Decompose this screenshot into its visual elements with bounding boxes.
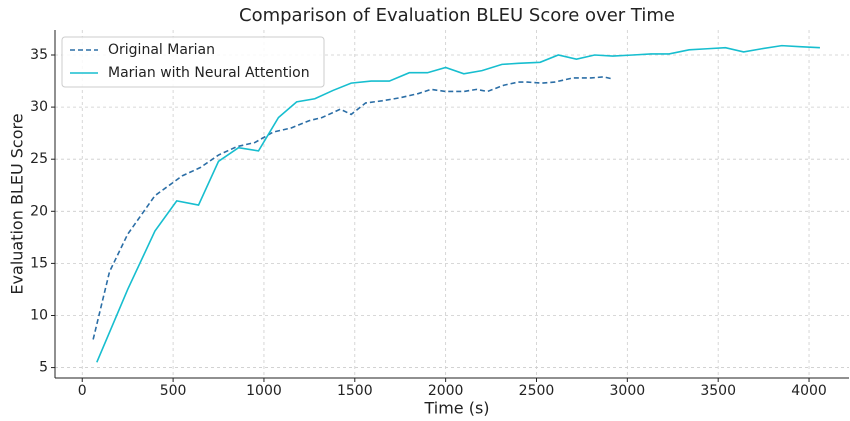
x-axis-label: Time (s) [423,399,489,418]
legend-label: Original Marian [108,42,215,58]
legend-box [61,36,325,88]
y-tick-label: 30 [30,99,48,115]
y-tick-label: 15 [30,255,48,271]
y-tick-label: 10 [30,307,48,323]
x-tick-label: 2000 [428,383,464,399]
series-line [96,44,820,363]
x-tick-label: 3000 [610,383,646,399]
x-tick-label: 1000 [246,383,282,399]
y-tick-label: 25 [30,151,48,167]
x-tick-label: 4000 [791,383,827,399]
legend: Original Marian Marian with Neural Attent… [61,36,325,88]
y-tick-label: 20 [30,203,48,219]
y-tick-label: 5 [39,360,48,376]
x-tick-label: 0 [78,383,87,399]
x-tick-label: 500 [160,383,187,399]
y-axis-label: Evaluation BLEU Score [8,113,27,294]
legend-label: Marian with Neural Attention [108,65,310,81]
y-tick-label: 35 [30,47,48,63]
chart-title: Comparison of Evaluation BLEU Score over… [239,5,675,26]
x-tick-label: 2500 [519,383,555,399]
series-line [92,76,613,340]
x-tick-label: 3500 [700,383,736,399]
x-tick-label: 1500 [337,383,373,399]
